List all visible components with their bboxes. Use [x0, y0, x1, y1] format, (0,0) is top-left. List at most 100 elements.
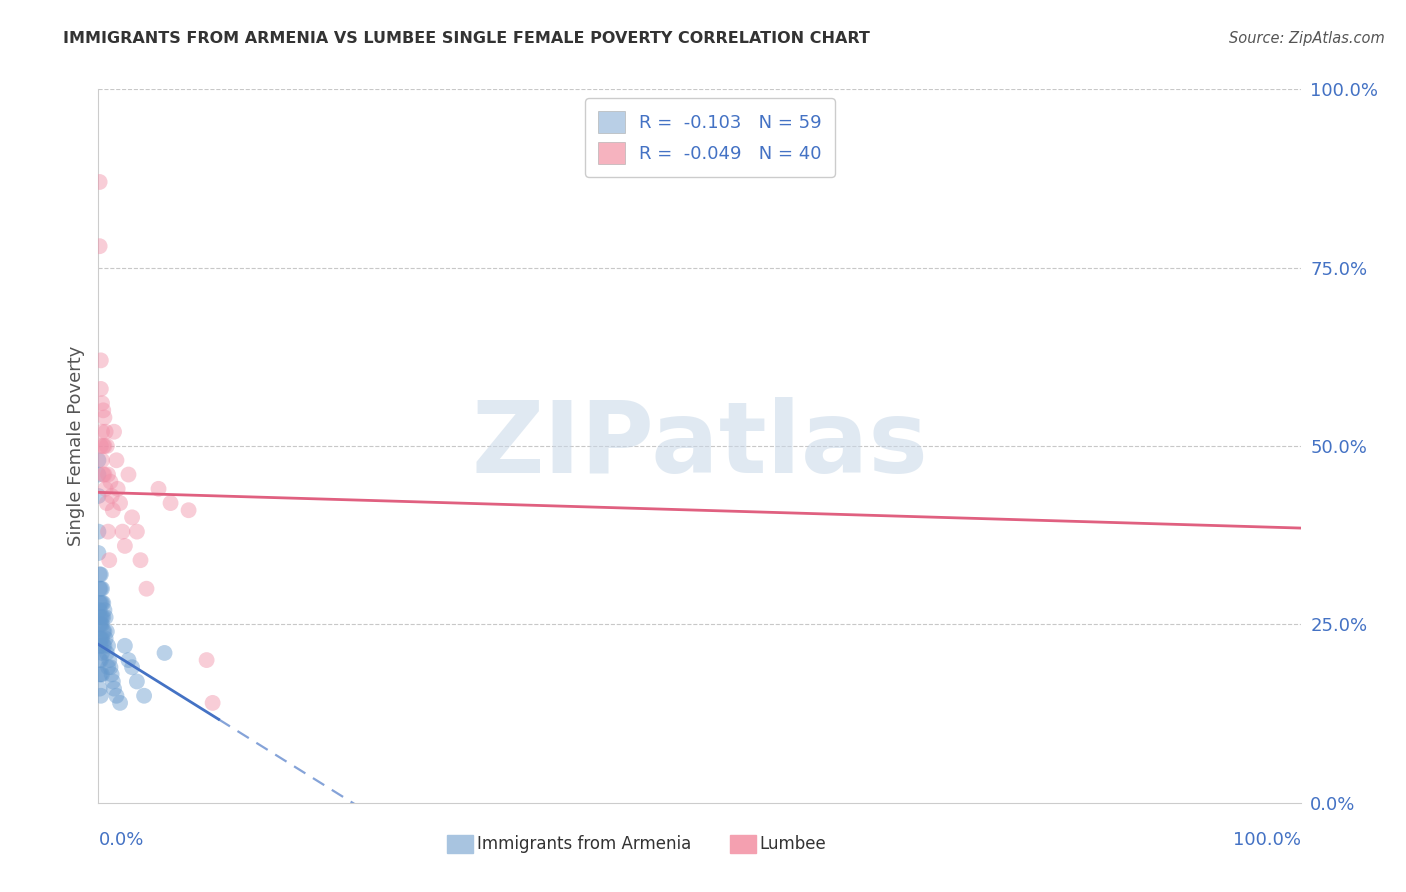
Point	[108, 696, 131, 710]
Point	[93, 624, 115, 639]
Point	[129, 553, 152, 567]
Point	[103, 681, 125, 696]
Point	[121, 660, 143, 674]
Point	[89, 567, 111, 582]
Point	[96, 646, 118, 660]
Point	[89, 239, 111, 253]
Point	[114, 539, 136, 553]
Point	[91, 467, 114, 482]
Bar	[730, 835, 756, 853]
Point	[89, 632, 111, 646]
Text: ZIPatlas: ZIPatlas	[471, 398, 928, 494]
Text: Immigrants from Armenia: Immigrants from Armenia	[477, 835, 692, 853]
Point	[100, 475, 122, 489]
Point	[177, 503, 200, 517]
Point	[91, 610, 114, 624]
Point	[93, 639, 115, 653]
Point	[94, 610, 117, 624]
Point	[100, 489, 122, 503]
Point	[135, 582, 157, 596]
Point	[89, 617, 111, 632]
Point	[93, 439, 115, 453]
Point	[111, 524, 134, 539]
Point	[96, 496, 118, 510]
Point	[153, 646, 176, 660]
Point	[89, 681, 111, 696]
Point	[91, 596, 114, 610]
Point	[90, 653, 112, 667]
Point	[108, 496, 131, 510]
Text: IMMIGRANTS FROM ARMENIA VS LUMBEE SINGLE FEMALE POVERTY CORRELATION CHART: IMMIGRANTS FROM ARMENIA VS LUMBEE SINGLE…	[63, 31, 870, 46]
Point	[91, 667, 114, 681]
Point	[195, 653, 218, 667]
Text: 100.0%: 100.0%	[1233, 831, 1301, 849]
Point	[98, 653, 121, 667]
Y-axis label: Single Female Poverty: Single Female Poverty	[66, 346, 84, 546]
Point	[105, 453, 128, 467]
Point	[114, 639, 136, 653]
Point	[91, 610, 114, 624]
Point	[101, 503, 124, 517]
Point	[91, 453, 114, 467]
Point	[91, 596, 114, 610]
Bar	[447, 835, 474, 853]
Point	[89, 582, 111, 596]
Point	[101, 674, 124, 689]
Point	[94, 632, 117, 646]
Point	[97, 639, 120, 653]
Point	[98, 553, 121, 567]
Point	[89, 175, 111, 189]
Point	[159, 496, 181, 510]
Point	[201, 696, 224, 710]
Point	[90, 582, 112, 596]
Point	[89, 603, 111, 617]
Point	[91, 582, 114, 596]
Point	[94, 425, 117, 439]
Point	[89, 596, 111, 610]
Text: Lumbee: Lumbee	[759, 835, 827, 853]
Point	[90, 667, 112, 681]
Point	[90, 689, 112, 703]
Point	[89, 653, 111, 667]
Point	[91, 624, 114, 639]
Point	[91, 403, 114, 417]
Point	[87, 524, 110, 539]
Point	[97, 467, 120, 482]
Point	[90, 617, 112, 632]
Point	[89, 639, 111, 653]
Legend: R =  -0.103   N = 59, R =  -0.049   N = 40: R = -0.103 N = 59, R = -0.049 N = 40	[585, 98, 835, 177]
Point	[93, 467, 115, 482]
Point	[90, 632, 112, 646]
Point	[87, 489, 110, 503]
Point	[93, 410, 115, 425]
Point	[125, 674, 148, 689]
Point	[97, 660, 120, 674]
Point	[90, 639, 112, 653]
Point	[91, 396, 114, 410]
Point	[91, 617, 114, 632]
Point	[103, 425, 125, 439]
Point	[90, 610, 112, 624]
Point	[100, 667, 122, 681]
Point	[121, 510, 143, 524]
Point	[91, 646, 114, 660]
Point	[90, 596, 112, 610]
Point	[91, 425, 114, 439]
Point	[93, 603, 115, 617]
Point	[100, 660, 122, 674]
Point	[87, 546, 110, 560]
Point	[97, 524, 120, 539]
Point	[105, 689, 128, 703]
Point	[148, 482, 170, 496]
Point	[90, 382, 112, 396]
Point	[107, 482, 129, 496]
Point	[87, 467, 110, 482]
Point	[117, 653, 139, 667]
Point	[89, 667, 111, 681]
Point	[125, 524, 148, 539]
Point	[89, 610, 111, 624]
Point	[90, 353, 112, 368]
Text: Source: ZipAtlas.com: Source: ZipAtlas.com	[1229, 31, 1385, 46]
Point	[132, 689, 155, 703]
Point	[91, 639, 114, 653]
